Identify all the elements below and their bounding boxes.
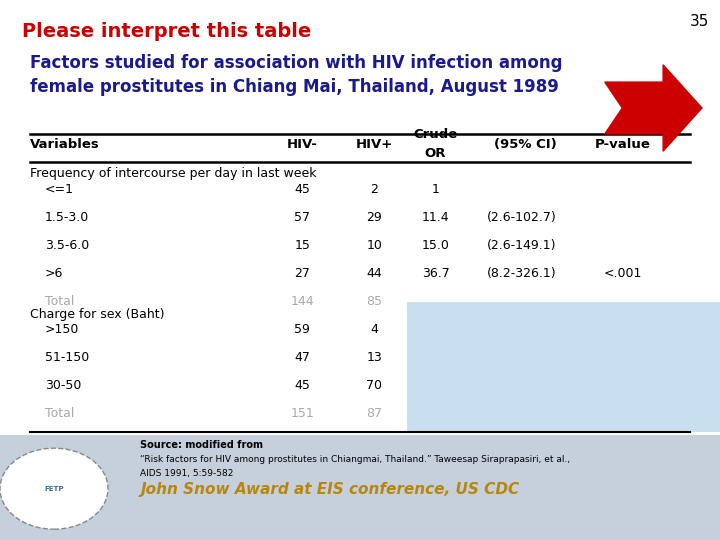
Text: 29: 29 <box>366 211 382 224</box>
Text: (2.6-102.7): (2.6-102.7) <box>487 211 557 224</box>
Text: Total: Total <box>45 407 74 420</box>
Text: 30-50: 30-50 <box>45 379 81 392</box>
Text: 51-150: 51-150 <box>45 351 89 364</box>
Text: 1.5-3.0: 1.5-3.0 <box>45 211 89 224</box>
Text: 11.4: 11.4 <box>422 211 449 224</box>
Text: Charge for sex (Baht): Charge for sex (Baht) <box>30 308 165 321</box>
Text: Crude: Crude <box>413 128 458 141</box>
Text: 36.7: 36.7 <box>422 267 449 280</box>
Text: <=1: <=1 <box>45 183 73 195</box>
Text: 87: 87 <box>366 407 382 420</box>
Text: 3.5-6.0: 3.5-6.0 <box>45 239 89 252</box>
Text: (2.6-149.1): (2.6-149.1) <box>487 239 557 252</box>
Text: 2: 2 <box>371 183 378 195</box>
Text: John Snow Award at EIS conference, US CDC: John Snow Award at EIS conference, US CD… <box>140 482 520 497</box>
Text: 44: 44 <box>366 267 382 280</box>
Text: 57: 57 <box>294 211 310 224</box>
Text: Please interpret this table: Please interpret this table <box>22 22 311 40</box>
Text: Source: modified from: Source: modified from <box>140 440 264 450</box>
Bar <box>0 435 720 540</box>
Text: <.001: <.001 <box>603 267 642 280</box>
Text: 10: 10 <box>366 239 382 252</box>
Text: “Risk factors for HIV among prostitutes in Chiangmai, Thailand.” Taweesap Sirapr: “Risk factors for HIV among prostitutes … <box>140 455 570 464</box>
Text: 45: 45 <box>294 183 310 195</box>
Polygon shape <box>605 65 702 151</box>
Text: (95% CI): (95% CI) <box>494 138 557 151</box>
Text: 59: 59 <box>294 323 310 336</box>
Text: 15.0: 15.0 <box>422 239 449 252</box>
Text: OR: OR <box>425 147 446 160</box>
Text: 45: 45 <box>294 379 310 392</box>
Text: 13: 13 <box>366 351 382 364</box>
Circle shape <box>0 448 108 529</box>
Text: 35: 35 <box>690 14 709 29</box>
Text: (8.2-326.1): (8.2-326.1) <box>487 267 557 280</box>
Text: 27: 27 <box>294 267 310 280</box>
Text: 70: 70 <box>366 379 382 392</box>
Text: 15: 15 <box>294 239 310 252</box>
Text: P-value: P-value <box>595 138 651 151</box>
Text: 1: 1 <box>432 183 439 195</box>
Text: AIDS 1991, 5:59-582: AIDS 1991, 5:59-582 <box>140 469 234 478</box>
Text: female prostitutes in Chiang Mai, Thailand, August 1989: female prostitutes in Chiang Mai, Thaila… <box>30 78 559 96</box>
Text: 47: 47 <box>294 351 310 364</box>
Text: Total: Total <box>45 295 74 308</box>
Text: >6: >6 <box>45 267 63 280</box>
Text: 144: 144 <box>291 295 314 308</box>
Text: HIV+: HIV+ <box>356 138 393 151</box>
Text: Frequency of intercourse per day in last week: Frequency of intercourse per day in last… <box>30 167 317 180</box>
Text: Variables: Variables <box>30 138 100 151</box>
Text: 151: 151 <box>291 407 314 420</box>
Text: FETP: FETP <box>44 485 64 492</box>
Text: Factors studied for association with HIV infection among: Factors studied for association with HIV… <box>30 54 563 72</box>
Bar <box>407 302 720 432</box>
Text: HIV-: HIV- <box>287 138 318 151</box>
Text: 85: 85 <box>366 295 382 308</box>
Text: 4: 4 <box>371 323 378 336</box>
Text: >150: >150 <box>45 323 79 336</box>
